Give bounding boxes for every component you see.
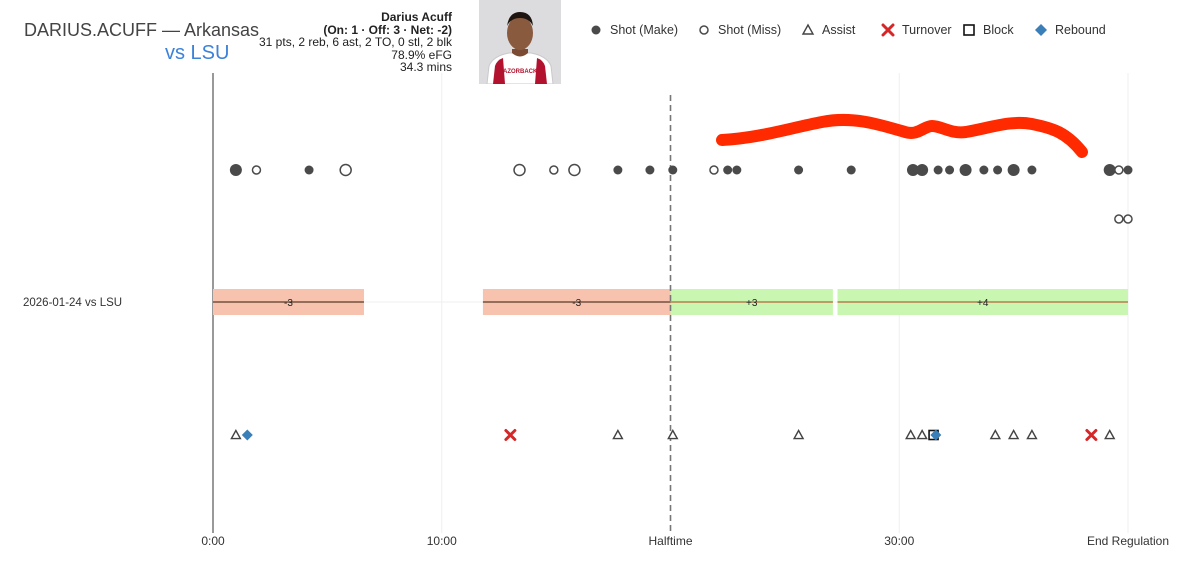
stint-band: -3 [213, 289, 364, 315]
event-turnover-point [504, 429, 517, 441]
minutes-stat: 34.3 mins [399, 60, 452, 74]
x-tick-label: Halftime [648, 534, 692, 548]
block-icon [963, 24, 975, 36]
event-assist-point [230, 429, 242, 440]
shot-make-point [945, 165, 955, 175]
shot-miss-point [513, 163, 526, 177]
shot-make-point [229, 164, 242, 176]
legend-item-make[interactable]: Shot (Make) [588, 20, 678, 40]
shot-make-point [1007, 164, 1020, 176]
jersey-text: RAZORBACKS [499, 69, 542, 75]
opponent-label: vs LSU [165, 42, 230, 64]
event-assist-point [667, 429, 679, 440]
shot-make-point [933, 165, 943, 175]
assist-icon [801, 23, 815, 35]
legend-item-assist[interactable]: Assist [800, 20, 855, 40]
scribble-annotation [716, 113, 1088, 158]
legend-label: Shot (Miss) [718, 23, 782, 37]
x-tick-label: 0:00 [201, 534, 225, 548]
shot-miss-point [251, 165, 262, 175]
player-card: Darius Acuff (On: 1 · Off: 3 · Net: -2) … [240, 11, 452, 74]
stint-label: +4 [977, 298, 989, 309]
legend-label: Rebound [1055, 23, 1106, 37]
shot-make-point [1027, 165, 1037, 175]
free-throw-point [1114, 214, 1124, 224]
shot-make-point [916, 164, 929, 176]
legend-item-turnover[interactable]: Turnover [880, 20, 952, 40]
event-assist-point [1104, 429, 1116, 440]
stint-label: +3 [746, 298, 758, 309]
on-off-summary: (On: 1 · Off: 3 · Net: -2) [323, 22, 452, 37]
page-title: DARIUS.ACUFF — Arkansas [24, 20, 260, 40]
shot-miss-point [1114, 165, 1124, 175]
rebound-icon [1035, 24, 1047, 36]
legend-label: Shot (Make) [610, 23, 679, 37]
player-headshot: RAZORBACKS [479, 0, 561, 84]
shot-miss-point [549, 165, 559, 175]
shot-miss-point [339, 163, 352, 177]
stats-line: 31 pts, 2 reb, 6 ast, 2 TO, 0 stl, 2 blk [259, 35, 452, 49]
shot-make-point [723, 165, 733, 175]
event-assist-point [612, 429, 624, 440]
shot-make-point [668, 165, 678, 175]
stint-band: +3 [670, 289, 833, 315]
stint-band: -3 [482, 289, 671, 315]
event-assist-point [792, 429, 805, 440]
legend-item-rebound[interactable]: Rebound [1033, 20, 1106, 40]
shot-make-point [613, 165, 623, 175]
shot-make-point [794, 165, 804, 175]
make-icon [591, 25, 601, 35]
x-tick-label: 30:00 [884, 534, 914, 548]
shot-make-point [993, 165, 1003, 175]
legend-label: Assist [822, 23, 856, 37]
shot-make-point [645, 165, 655, 175]
efg-stat: 78.9% eFG [391, 47, 452, 62]
event-assist-point [1026, 429, 1038, 440]
shot-miss-point [709, 165, 719, 175]
event-rebound-point [930, 429, 942, 441]
title-block: DARIUS.ACUFF — Arkansas [24, 20, 259, 41]
legend-label: Block [983, 23, 1014, 37]
x-tick-label: 10:00 [427, 534, 457, 548]
event-assist-point [904, 429, 917, 440]
event-turnover-point [1085, 429, 1098, 441]
shot-miss-point [568, 163, 581, 177]
shot-make-point [959, 164, 972, 176]
row-label: 2026-01-24 vs LSU [23, 297, 122, 309]
event-rebound-point [241, 429, 253, 441]
turnover-icon [881, 23, 895, 37]
event-assist-point [989, 429, 1002, 440]
legend-label: Turnover [902, 23, 952, 37]
legend-item-miss[interactable]: Shot (Miss) [696, 20, 781, 40]
stint-label: -3 [284, 298, 293, 309]
event-assist-point [1007, 429, 1020, 440]
player-name: Darius Acuff [381, 10, 452, 24]
free-throw-point [1123, 214, 1133, 224]
stint-label: -3 [572, 298, 581, 309]
shot-make-point [906, 164, 919, 176]
shot-make-point [846, 165, 856, 175]
legend-item-block[interactable]: Block [961, 20, 1014, 40]
event-assist-point [916, 429, 928, 440]
miss-icon [699, 25, 709, 35]
shot-make-point [732, 165, 742, 175]
shot-make-point [1123, 165, 1133, 175]
shot-make-point [1103, 164, 1116, 176]
shot-make-point [979, 165, 989, 175]
shot-make-point [304, 165, 314, 175]
x-tick-label: End Regulation [1087, 534, 1169, 548]
stint-band: +4 [837, 289, 1128, 315]
